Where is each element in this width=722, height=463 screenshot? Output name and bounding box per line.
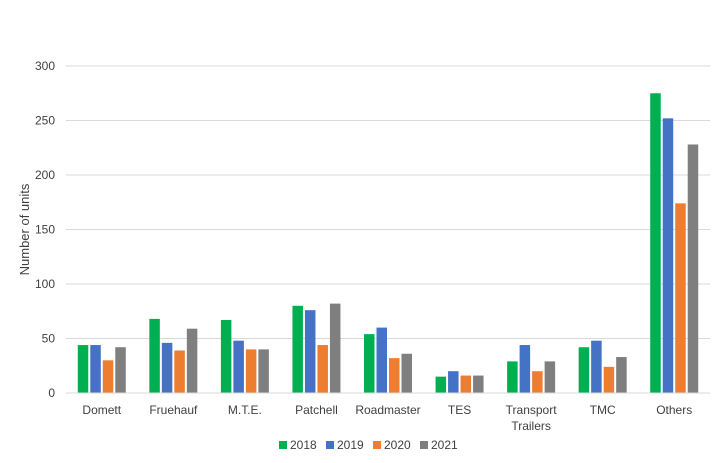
bar-2020-domett [102,360,114,393]
x-tick-label: Domett [82,403,121,417]
bar-2021-domett [115,347,126,393]
bar-2021-tes [473,375,484,393]
y-tick-label: 50 [42,332,56,346]
y-axis-ticks: 0 50 100 150 200 250 300 [35,59,55,400]
x-tick-label: TMC [590,403,616,417]
bar-2019-domett [90,345,101,393]
legend-label: 2019 [337,438,364,452]
bar-2018-tes [435,376,447,393]
bar-2019-others [662,118,674,393]
bar-2018-transport-trailers [507,361,518,393]
bar-2018-m-t-e- [220,319,232,393]
bar-2019-tmc [591,340,602,393]
legend-swatch [326,441,334,449]
bar-2021-others [687,144,699,393]
bar-2021-tmc [616,357,627,393]
y-tick-label: 250 [35,114,55,128]
y-tick-label: 150 [35,223,55,237]
y-tick-label: 0 [48,386,55,400]
bar-2020-patchell [317,345,328,393]
y-tick-label: 300 [35,59,55,73]
bar-2021-transport-trailers [544,361,556,393]
y-tick-label: 200 [35,168,55,182]
bar-2020-fruehauf [174,350,185,393]
bar-2019-transport-trailers [519,345,531,393]
bar-2020-tes [460,375,472,393]
legend-swatch [420,441,428,449]
bar-2021-roadmaster [401,353,412,393]
legend-item-2021: 2021 [420,438,458,452]
legend-item-2018: 2018 [279,438,317,452]
bar-2019-patchell [304,310,316,393]
bar-2018-others [650,93,661,393]
x-tick-label: Patchell [295,403,338,417]
x-tick-label: Others [656,403,692,417]
bar-2020-transport-trailers [532,371,543,393]
x-tick-label: Transport Trailers [506,403,558,433]
bar-2020-m-t-e- [245,349,257,393]
bar-2021-m-t-e- [258,349,269,393]
gridlines [66,65,710,339]
bar-2019-m-t-e- [233,340,244,393]
bar-2021-fruehauf [186,328,198,393]
x-tick-label: Fruehauf [149,403,198,417]
bar-2021-patchell [329,303,341,393]
legend-item-2019: 2019 [326,438,364,452]
x-tick-label: TES [448,403,471,417]
legend-swatch [373,441,381,449]
legend-label: 2020 [384,438,411,452]
bar-2020-roadmaster [389,358,400,393]
x-axis-ticks: Domett Fruehauf M.T.E. Patchell Roadmaster TE… [82,403,692,433]
legend-item-2020: 2020 [373,438,411,452]
legend: 2018 2019 2020 2021 [279,438,458,452]
bar-2019-roadmaster [376,327,387,393]
x-tick-label: Roadmaster [355,403,420,417]
bar-2018-fruehauf [149,318,160,393]
bar-2018-tmc [578,347,590,393]
legend-label: 2021 [431,438,458,452]
bar-2019-tes [448,371,459,393]
bar-2019-fruehauf [161,342,173,393]
bar-2018-patchell [292,305,303,393]
y-axis-title: Number of units [17,183,32,275]
bar-2020-tmc [603,366,615,393]
legend-label: 2018 [290,438,317,452]
bars [77,93,699,393]
legend-swatch [279,441,287,449]
bar-2018-domett [77,345,89,393]
bar-2020-others [675,203,686,393]
x-tick-label: M.T.E. [228,403,262,417]
y-tick-label: 100 [35,277,55,291]
bar-2018-roadmaster [364,334,375,393]
